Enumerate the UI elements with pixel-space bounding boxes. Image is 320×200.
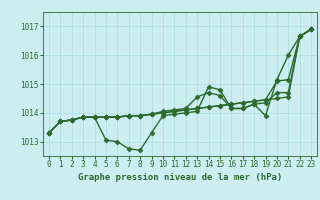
X-axis label: Graphe pression niveau de la mer (hPa): Graphe pression niveau de la mer (hPa)	[78, 173, 282, 182]
